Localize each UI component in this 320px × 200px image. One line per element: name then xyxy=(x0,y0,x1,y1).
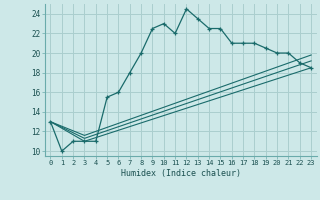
X-axis label: Humidex (Indice chaleur): Humidex (Indice chaleur) xyxy=(121,169,241,178)
